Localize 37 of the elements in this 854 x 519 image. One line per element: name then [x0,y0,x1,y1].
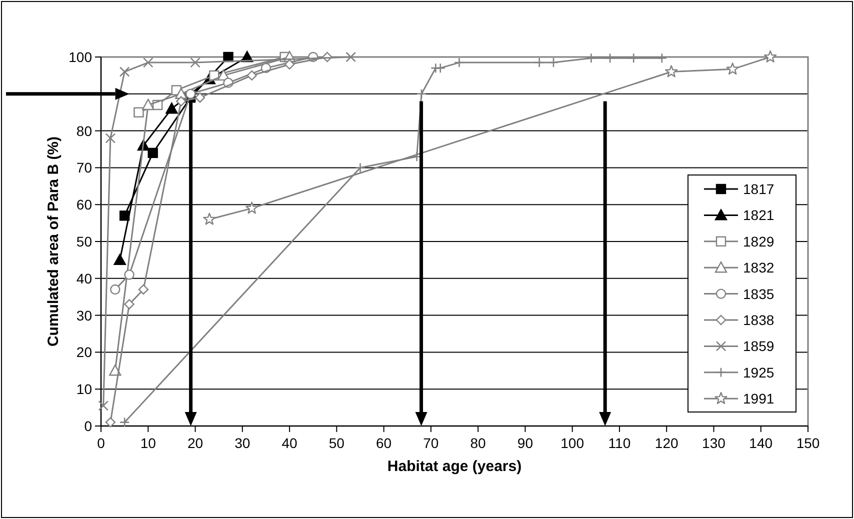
x-tick-label: 90 [517,435,534,451]
legend-label: 1821 [743,207,774,224]
x-tick-label: 130 [702,435,726,451]
x-tick-label: 140 [749,435,773,451]
y-tick-label: 40 [76,270,92,286]
y-tick-label: 50 [76,234,92,250]
y-tick-label: 0 [84,418,92,434]
x-tick-label: 150 [796,435,820,451]
legend-label: 1817 [743,181,774,197]
legend-label: 1835 [743,286,774,302]
legend-label: 1925 [743,364,774,380]
x-tick-label: 120 [654,435,678,451]
x-tick-label: 50 [328,435,345,451]
x-tick-label: 80 [470,435,486,451]
x-tick-label: 70 [423,435,439,451]
x-tick-label: 10 [140,435,156,451]
y-tick-label: 60 [76,196,92,213]
x-tick-label: 20 [187,435,204,451]
legend-label: 1838 [743,312,774,328]
x-axis-title: Habitat age (years) [387,458,522,475]
y-tick-label: 10 [76,381,92,398]
x-tick-label: 110 [608,435,631,451]
legend-label: 1832 [743,260,774,276]
y-tick-label: 80 [76,122,92,139]
legend-label: 1859 [743,338,774,354]
x-tick-label: 0 [97,435,106,451]
x-tick-label: 40 [282,435,298,451]
y-tick-label: 100 [68,49,92,65]
y-tick-label: 70 [76,160,92,176]
x-tick-label: 100 [560,435,584,451]
y-tick-label: 30 [76,307,92,324]
x-tick-label: 60 [376,435,392,451]
y-axis-title: Cumulated area of Para B (%) [45,136,62,347]
legend-label: 1991 [743,390,774,407]
y-tick-label: 20 [76,344,92,360]
legend-label: 1829 [743,233,774,250]
x-tick-label: 30 [234,435,250,451]
